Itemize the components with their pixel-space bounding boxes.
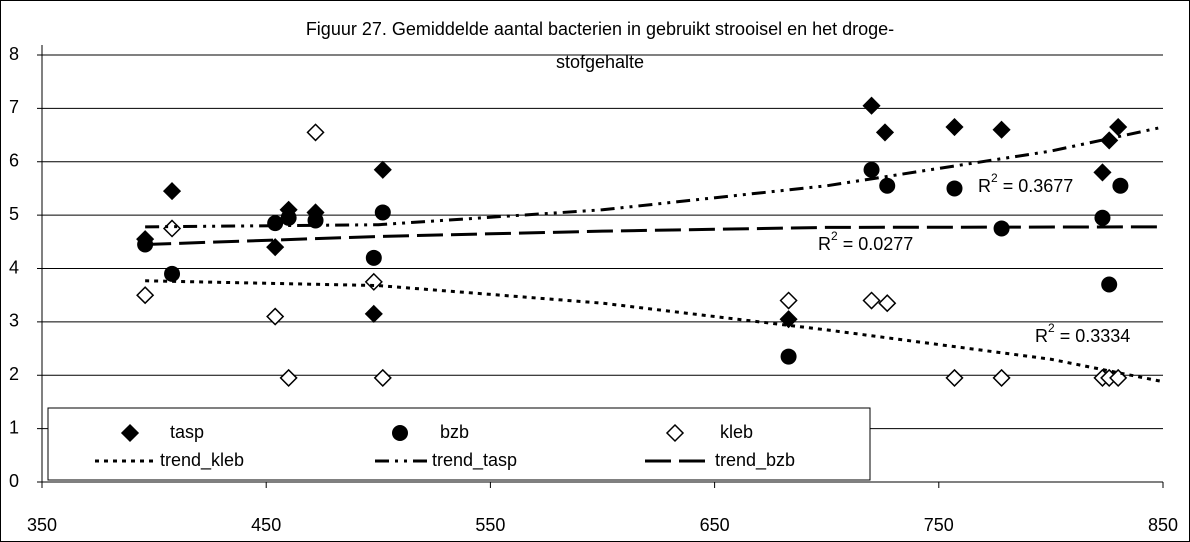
r-value: = 0.3334: [1055, 326, 1131, 346]
legend-box: [47, 407, 871, 481]
data-point: [280, 209, 297, 226]
data-point: [373, 368, 392, 387]
y-tick-label: 3: [9, 311, 19, 331]
r-label: R: [818, 234, 831, 254]
legend-label: tasp: [170, 422, 204, 442]
y-tick-label: 6: [9, 151, 19, 171]
data-point: [1101, 276, 1118, 293]
data-point: [945, 368, 964, 387]
trend-line: [145, 125, 1164, 229]
chart-title: Figuur 27. Gemiddelde aantal bacterien i…: [306, 19, 894, 39]
r-superscript: 2: [1048, 321, 1055, 335]
data-point: [1100, 131, 1119, 150]
data-point: [1112, 177, 1129, 194]
y-tick-label: 5: [9, 204, 19, 224]
data-point: [1093, 163, 1112, 182]
data-point: [879, 177, 896, 194]
data-point: [779, 310, 798, 329]
data-point: [365, 249, 382, 266]
legend-label: trend_bzb: [715, 450, 795, 471]
data-point: [1094, 209, 1111, 226]
data-point: [1109, 117, 1128, 137]
data-point: [878, 294, 897, 313]
data-point: [875, 123, 895, 142]
data-point: [863, 161, 880, 178]
data-point: [374, 204, 391, 221]
r-squared: R2 = 0.3334: [1035, 321, 1130, 346]
r-squared: R2 = 0.3677: [978, 171, 1073, 196]
chart-title: stofgehalte: [556, 52, 644, 72]
data-point: [862, 96, 881, 115]
data-point: [992, 368, 1011, 387]
data-point: [306, 123, 325, 142]
data-point: [266, 307, 285, 326]
trend-line: [145, 225, 1164, 246]
x-tick-label: 750: [924, 515, 954, 535]
trend-line: [145, 279, 1164, 384]
data-point: [364, 272, 383, 291]
r-value: = 0.3677: [998, 176, 1074, 196]
y-tick-label: 7: [9, 97, 19, 117]
data-point: [136, 286, 155, 305]
r-superscript: 2: [831, 229, 838, 243]
data-point: [946, 180, 963, 197]
legend-label: trend_tasp: [432, 450, 517, 471]
data-point: [162, 182, 182, 201]
data-point: [862, 291, 881, 310]
y-tick-label: 0: [9, 471, 19, 491]
r-value: = 0.0277: [838, 234, 914, 254]
data-point: [992, 120, 1011, 139]
r-superscript: 2: [991, 171, 998, 185]
r-squared: R2 = 0.0277: [818, 229, 913, 254]
x-tick-label: 650: [700, 515, 730, 535]
data-point: [279, 368, 298, 387]
y-tick-label: 1: [9, 417, 19, 437]
r-label: R: [978, 176, 991, 196]
x-tick-label: 850: [1148, 515, 1178, 535]
data-point: [779, 291, 798, 310]
legend-label: kleb: [720, 422, 753, 442]
data-point: [266, 238, 285, 257]
legend-marker: [120, 423, 140, 443]
legend-label: trend_kleb: [160, 450, 244, 471]
y-tick-label: 2: [9, 364, 19, 384]
x-tick-label: 350: [27, 515, 57, 535]
r-label: R: [1035, 326, 1048, 346]
x-tick-label: 550: [475, 515, 505, 535]
data-point: [364, 304, 383, 323]
legend-label: bzb: [440, 422, 469, 442]
y-tick-label: 8: [9, 44, 19, 64]
legend-marker: [665, 423, 685, 443]
x-tick-label: 450: [251, 515, 281, 535]
data-point: [945, 117, 964, 137]
data-point: [780, 348, 797, 365]
data-point: [373, 160, 392, 179]
data-point: [164, 265, 181, 282]
legend-marker: [392, 425, 408, 441]
y-tick-label: 4: [9, 257, 19, 277]
